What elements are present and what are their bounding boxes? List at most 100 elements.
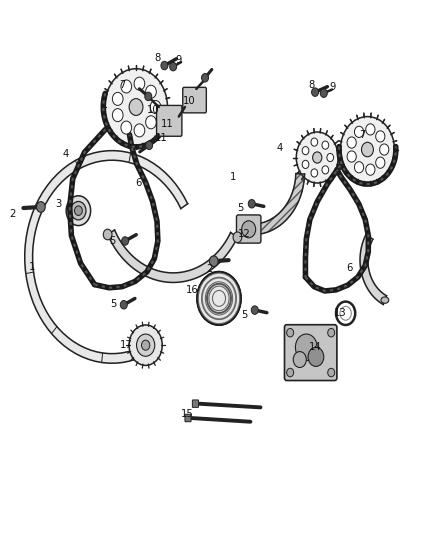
Circle shape bbox=[320, 89, 327, 98]
Circle shape bbox=[311, 88, 318, 96]
Circle shape bbox=[287, 328, 293, 337]
Circle shape bbox=[36, 201, 45, 212]
Text: 9: 9 bbox=[329, 82, 336, 92]
Circle shape bbox=[336, 302, 355, 325]
FancyBboxPatch shape bbox=[285, 325, 337, 381]
Polygon shape bbox=[257, 174, 304, 235]
Circle shape bbox=[308, 348, 324, 367]
Text: 10: 10 bbox=[183, 95, 196, 106]
Circle shape bbox=[354, 126, 364, 138]
Circle shape bbox=[340, 117, 395, 182]
Circle shape bbox=[120, 301, 127, 309]
Circle shape bbox=[74, 206, 82, 215]
Polygon shape bbox=[360, 234, 387, 304]
Circle shape bbox=[134, 77, 145, 90]
Circle shape bbox=[327, 154, 334, 161]
Circle shape bbox=[302, 160, 309, 168]
Circle shape bbox=[129, 99, 143, 116]
Text: 5: 5 bbox=[241, 310, 247, 320]
Text: 15: 15 bbox=[181, 409, 194, 419]
Text: 4: 4 bbox=[62, 149, 68, 159]
Text: 7: 7 bbox=[119, 80, 125, 90]
Circle shape bbox=[361, 142, 374, 157]
Circle shape bbox=[248, 199, 255, 208]
Circle shape bbox=[122, 237, 129, 245]
Circle shape bbox=[197, 272, 241, 325]
Circle shape bbox=[293, 352, 306, 368]
Circle shape bbox=[328, 328, 335, 337]
Circle shape bbox=[201, 74, 208, 82]
Text: 5: 5 bbox=[110, 298, 117, 309]
Circle shape bbox=[322, 141, 328, 149]
Circle shape bbox=[380, 144, 389, 155]
Text: 12: 12 bbox=[238, 229, 251, 239]
Circle shape bbox=[113, 92, 123, 106]
Text: 5: 5 bbox=[237, 203, 243, 213]
Circle shape bbox=[170, 62, 177, 71]
Text: 14: 14 bbox=[309, 342, 321, 352]
Text: 17: 17 bbox=[120, 340, 133, 350]
Circle shape bbox=[376, 131, 385, 142]
Polygon shape bbox=[108, 230, 237, 282]
Text: 6: 6 bbox=[346, 263, 352, 272]
Text: 13: 13 bbox=[334, 308, 347, 318]
Text: 11: 11 bbox=[155, 133, 168, 143]
Circle shape bbox=[233, 232, 242, 243]
Circle shape bbox=[242, 221, 256, 238]
Circle shape bbox=[311, 169, 318, 177]
Circle shape bbox=[121, 121, 132, 134]
Circle shape bbox=[121, 80, 132, 93]
Circle shape bbox=[322, 166, 328, 174]
Circle shape bbox=[145, 85, 156, 98]
Circle shape bbox=[366, 164, 375, 175]
Text: 5: 5 bbox=[109, 236, 115, 246]
Text: 2: 2 bbox=[206, 264, 212, 274]
FancyBboxPatch shape bbox=[156, 106, 182, 136]
Text: 8: 8 bbox=[154, 53, 160, 63]
Text: 1: 1 bbox=[29, 262, 35, 271]
Circle shape bbox=[347, 137, 356, 148]
Circle shape bbox=[347, 151, 356, 162]
Circle shape bbox=[354, 161, 364, 173]
Circle shape bbox=[366, 124, 375, 135]
Circle shape bbox=[376, 157, 385, 168]
Text: 7: 7 bbox=[359, 130, 365, 140]
Text: 3: 3 bbox=[55, 199, 61, 209]
Circle shape bbox=[328, 368, 335, 377]
Text: 9: 9 bbox=[176, 55, 182, 65]
Circle shape bbox=[113, 109, 123, 122]
Text: 2: 2 bbox=[10, 209, 16, 220]
Circle shape bbox=[296, 132, 338, 183]
Circle shape bbox=[313, 152, 322, 163]
Circle shape bbox=[134, 124, 145, 137]
Circle shape bbox=[103, 229, 112, 240]
Text: 16: 16 bbox=[186, 286, 198, 295]
Ellipse shape bbox=[381, 297, 389, 303]
Circle shape bbox=[146, 141, 152, 150]
Polygon shape bbox=[25, 151, 187, 363]
Circle shape bbox=[161, 61, 168, 70]
Circle shape bbox=[66, 196, 91, 225]
Text: 8: 8 bbox=[308, 80, 314, 90]
FancyBboxPatch shape bbox=[183, 87, 206, 113]
Circle shape bbox=[150, 101, 161, 114]
Circle shape bbox=[105, 69, 167, 146]
Circle shape bbox=[287, 368, 293, 377]
Text: 6: 6 bbox=[135, 177, 141, 188]
FancyBboxPatch shape bbox=[237, 215, 261, 243]
Circle shape bbox=[295, 334, 317, 361]
Text: 4: 4 bbox=[276, 143, 283, 154]
Circle shape bbox=[251, 306, 258, 314]
Circle shape bbox=[71, 201, 86, 220]
Circle shape bbox=[141, 340, 150, 350]
Text: 10: 10 bbox=[147, 104, 160, 115]
Circle shape bbox=[302, 147, 309, 155]
Circle shape bbox=[145, 92, 152, 101]
Circle shape bbox=[129, 325, 162, 366]
FancyBboxPatch shape bbox=[192, 400, 198, 407]
Circle shape bbox=[209, 256, 218, 266]
Text: 1: 1 bbox=[230, 172, 236, 182]
Circle shape bbox=[145, 116, 156, 129]
Text: 11: 11 bbox=[161, 119, 174, 129]
Circle shape bbox=[137, 334, 155, 356]
